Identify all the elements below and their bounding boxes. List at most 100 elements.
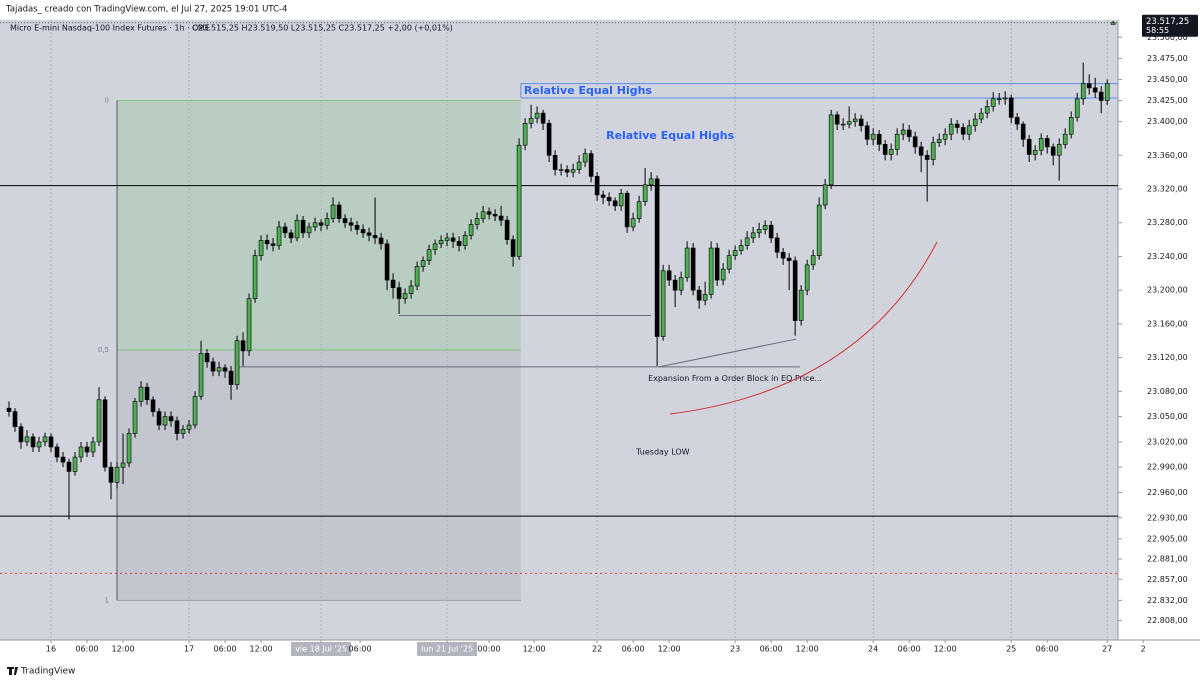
y-tick-label: 22.960,00: [1147, 488, 1188, 497]
candle-body: [102, 399, 108, 468]
candle-body: [948, 123, 954, 135]
candle-body: [954, 123, 960, 128]
candle-body: [198, 353, 204, 397]
candle-body: [318, 222, 324, 226]
candle-body: [798, 289, 804, 321]
candle-body: [732, 250, 738, 256]
candle-body: [792, 260, 798, 321]
y-tick-label: 23.240,00: [1147, 252, 1188, 261]
x-tick-label: 23: [730, 645, 740, 654]
annotation: Tuesday LOW: [635, 448, 690, 457]
candle-body: [960, 127, 966, 135]
candle-body: [564, 169, 570, 173]
candle-body: [582, 153, 588, 163]
x-tick-highlight: [291, 642, 352, 656]
logo-mark: [7, 667, 18, 675]
candle-body: [492, 214, 498, 217]
candle-body: [138, 386, 144, 402]
y-tick-label: 23.360,00: [1147, 151, 1188, 160]
candle-body: [420, 260, 426, 267]
candle-body: [330, 204, 336, 219]
candle-body: [294, 219, 300, 239]
candle-body: [624, 192, 630, 228]
candle-body: [270, 243, 276, 246]
x-tick-label: 25: [1006, 645, 1016, 654]
candle-body: [342, 218, 348, 224]
candle-body: [1038, 138, 1044, 151]
quote-label: O23.515,25 H23.519,50 L23.515,25 C23.517…: [192, 24, 453, 33]
y-tick-label: 23.425,00: [1147, 96, 1188, 105]
candle-body: [312, 222, 318, 228]
candle-body: [480, 211, 486, 219]
candle-body: [594, 176, 600, 196]
y-tick-label: 23.500,00: [1147, 33, 1188, 42]
candle-body: [228, 370, 234, 385]
candle-body: [534, 112, 540, 119]
candle-body: [912, 136, 918, 148]
candle-body: [852, 118, 858, 122]
candle-body: [252, 255, 258, 299]
candle-body: [282, 226, 288, 234]
candle-body: [456, 240, 462, 246]
candle-body: [882, 144, 888, 155]
x-tick-label: 12:00: [658, 645, 681, 654]
x-tick-label: 12:00: [934, 645, 957, 654]
candle-body: [894, 133, 900, 150]
candle-body: [1050, 146, 1056, 156]
candle-body: [528, 117, 534, 124]
candle-body: [900, 129, 906, 135]
candle-body: [906, 129, 912, 138]
x-tick-label: 22: [592, 645, 602, 654]
candle-body: [1092, 87, 1098, 93]
x-tick-label: 12:00: [796, 645, 819, 654]
candle-body: [1032, 149, 1038, 155]
candle-body: [996, 98, 1002, 101]
candle-body: [588, 153, 594, 177]
x-tick-label: 06:00: [214, 645, 237, 654]
candle-body: [774, 237, 780, 253]
candle-body: [300, 219, 306, 234]
candle-body: [42, 436, 48, 443]
candle-body: [66, 461, 72, 472]
candle-body: [108, 466, 114, 483]
candle-body: [666, 270, 672, 281]
candle-body: [30, 436, 36, 448]
x-tick-label: 12:00: [111, 645, 134, 654]
candle-body: [462, 235, 468, 246]
x-tick-label: 06:00: [349, 645, 372, 654]
candle-body: [630, 218, 636, 228]
candle-body: [786, 257, 792, 261]
y-tick-label: 23.080,00: [1147, 387, 1188, 396]
candle-body: [486, 211, 492, 215]
candle-body: [1062, 133, 1068, 145]
candle-body: [606, 197, 612, 202]
candle-body: [864, 125, 870, 140]
candle-body: [612, 200, 618, 207]
x-tick-label: 06:00: [760, 645, 783, 654]
candle-body: [96, 399, 102, 443]
candle-body: [648, 178, 654, 186]
candle-body: [426, 249, 432, 261]
candle-body: [498, 215, 504, 221]
candle-body: [240, 340, 246, 352]
last-price-box: [1142, 14, 1198, 37]
candle-body: [576, 161, 582, 170]
candle-body: [354, 224, 360, 230]
candle-body: [690, 247, 696, 291]
candle-body: [762, 224, 768, 230]
y-tick-label: 23.400,00: [1147, 117, 1188, 126]
candle-body: [828, 114, 834, 186]
symbol-label: Micro E-mini Nasdaq-100 Index Futures · …: [10, 24, 210, 33]
candle-body: [216, 367, 222, 372]
x-tick-label: 27: [1102, 645, 1112, 654]
candle-body: [510, 239, 516, 257]
candle-body: [978, 112, 984, 120]
candle-body: [720, 268, 726, 281]
candle-body: [360, 229, 366, 234]
candle-body: [822, 184, 828, 206]
logo: TradingView: [7, 667, 75, 677]
credit: Tajadas_ creado con TradingView.com, el …: [5, 5, 287, 15]
candle-body: [600, 194, 606, 198]
candle-body: [408, 285, 414, 294]
candle-body: [1020, 123, 1026, 140]
